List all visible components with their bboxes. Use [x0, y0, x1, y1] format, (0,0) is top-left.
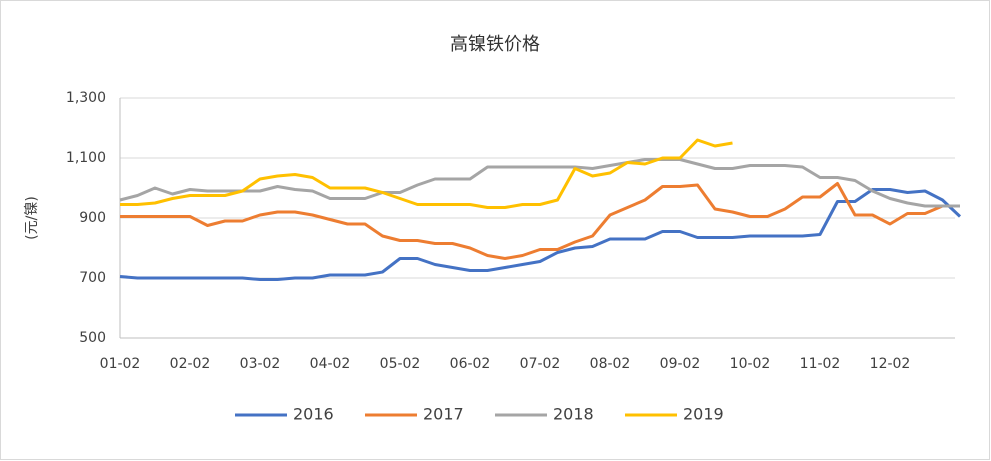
- legend-label: 2018: [553, 405, 594, 424]
- series-line: [119, 188, 962, 281]
- legend-label: 2017: [423, 405, 464, 424]
- y-tick-label: 700: [79, 270, 106, 286]
- y-tick-label: 900: [79, 210, 106, 226]
- chart-title: 高镍铁价格: [450, 34, 540, 55]
- x-tick-label: 04-02: [310, 356, 351, 372]
- series-line: [120, 138, 733, 209]
- x-tick-label: 08-02: [590, 356, 631, 372]
- y-tick-label: 500: [79, 330, 106, 346]
- x-tick-label: 11-02: [800, 356, 841, 372]
- x-tick-label: 09-02: [660, 356, 701, 372]
- series-line: [119, 158, 960, 208]
- y-axis-label: (元/镍): [24, 196, 40, 240]
- y-tick-label: 1,100: [66, 150, 106, 166]
- x-tick-label: 07-02: [520, 356, 561, 372]
- x-tick-label: 01-02: [100, 356, 141, 372]
- x-tick-label: 03-02: [240, 356, 281, 372]
- x-tick-label: 10-02: [730, 356, 771, 372]
- legend-label: 2016: [293, 405, 334, 424]
- x-tick-label: 05-02: [380, 356, 421, 372]
- x-tick-label: 06-02: [450, 356, 491, 372]
- legend-label: 2019: [683, 405, 724, 424]
- series-line: [120, 182, 960, 260]
- x-tick-label: 12-02: [870, 356, 911, 372]
- x-tick-label: 02-02: [170, 356, 211, 372]
- y-tick-label: 1,300: [66, 90, 106, 106]
